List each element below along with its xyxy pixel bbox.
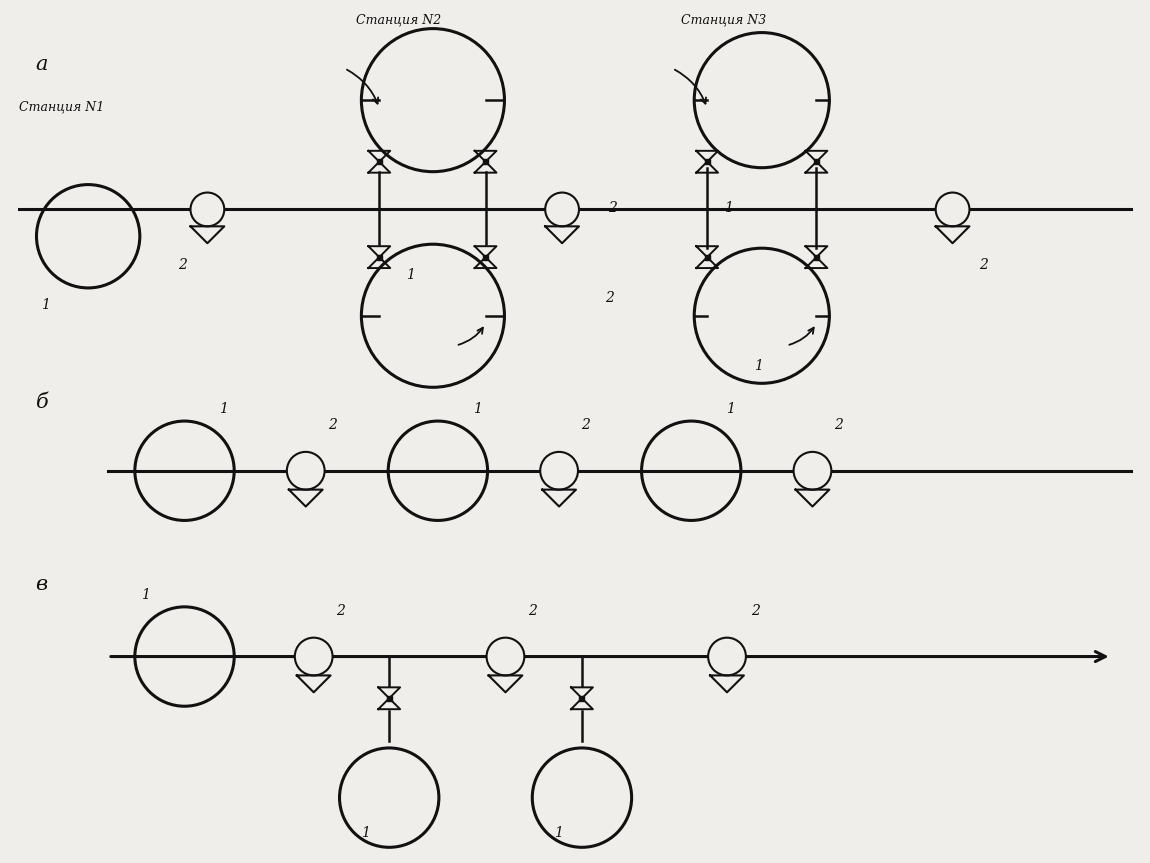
Circle shape — [286, 452, 324, 489]
Text: 1: 1 — [724, 201, 733, 216]
Text: 2: 2 — [605, 291, 614, 305]
Text: 1: 1 — [473, 402, 482, 416]
Polygon shape — [489, 676, 522, 692]
Bar — [483, 255, 488, 260]
Text: 1: 1 — [220, 402, 228, 416]
Text: Станция N1: Станция N1 — [18, 100, 104, 113]
Text: 2: 2 — [528, 604, 537, 618]
Text: 2: 2 — [328, 418, 337, 432]
Bar — [377, 255, 382, 260]
Text: 2: 2 — [337, 604, 345, 618]
Text: 2: 2 — [177, 258, 186, 272]
Polygon shape — [191, 226, 224, 243]
Text: a: a — [36, 55, 48, 74]
Text: 1: 1 — [41, 298, 51, 312]
Polygon shape — [297, 676, 330, 692]
Bar — [814, 160, 819, 164]
Circle shape — [191, 192, 224, 226]
Polygon shape — [936, 226, 969, 243]
Text: в: в — [36, 575, 47, 594]
Polygon shape — [796, 489, 829, 507]
Polygon shape — [542, 489, 576, 507]
Circle shape — [936, 192, 969, 226]
Text: 2: 2 — [608, 201, 616, 216]
Polygon shape — [545, 226, 578, 243]
Text: Станция N3: Станция N3 — [681, 14, 767, 27]
Text: 1: 1 — [406, 268, 415, 282]
Bar — [705, 160, 710, 164]
Bar — [386, 696, 392, 701]
Circle shape — [545, 192, 578, 226]
Bar — [705, 255, 710, 260]
Circle shape — [294, 638, 332, 676]
Bar — [580, 696, 584, 701]
Bar — [483, 160, 488, 164]
Text: 2: 2 — [834, 418, 843, 432]
Text: 1: 1 — [754, 359, 762, 374]
Text: Станция N2: Станция N2 — [356, 14, 442, 27]
Circle shape — [793, 452, 831, 489]
Polygon shape — [710, 676, 744, 692]
Bar — [814, 255, 819, 260]
Text: 2: 2 — [581, 418, 590, 432]
Text: 1: 1 — [140, 588, 150, 602]
Bar — [377, 160, 382, 164]
Circle shape — [486, 638, 524, 676]
Circle shape — [540, 452, 578, 489]
Text: 1: 1 — [554, 827, 564, 841]
Text: б: б — [36, 394, 48, 413]
Text: 1: 1 — [361, 827, 370, 841]
Polygon shape — [289, 489, 323, 507]
Text: 2: 2 — [980, 258, 988, 272]
Circle shape — [708, 638, 746, 676]
Text: 2: 2 — [751, 604, 760, 618]
Text: 1: 1 — [726, 402, 735, 416]
